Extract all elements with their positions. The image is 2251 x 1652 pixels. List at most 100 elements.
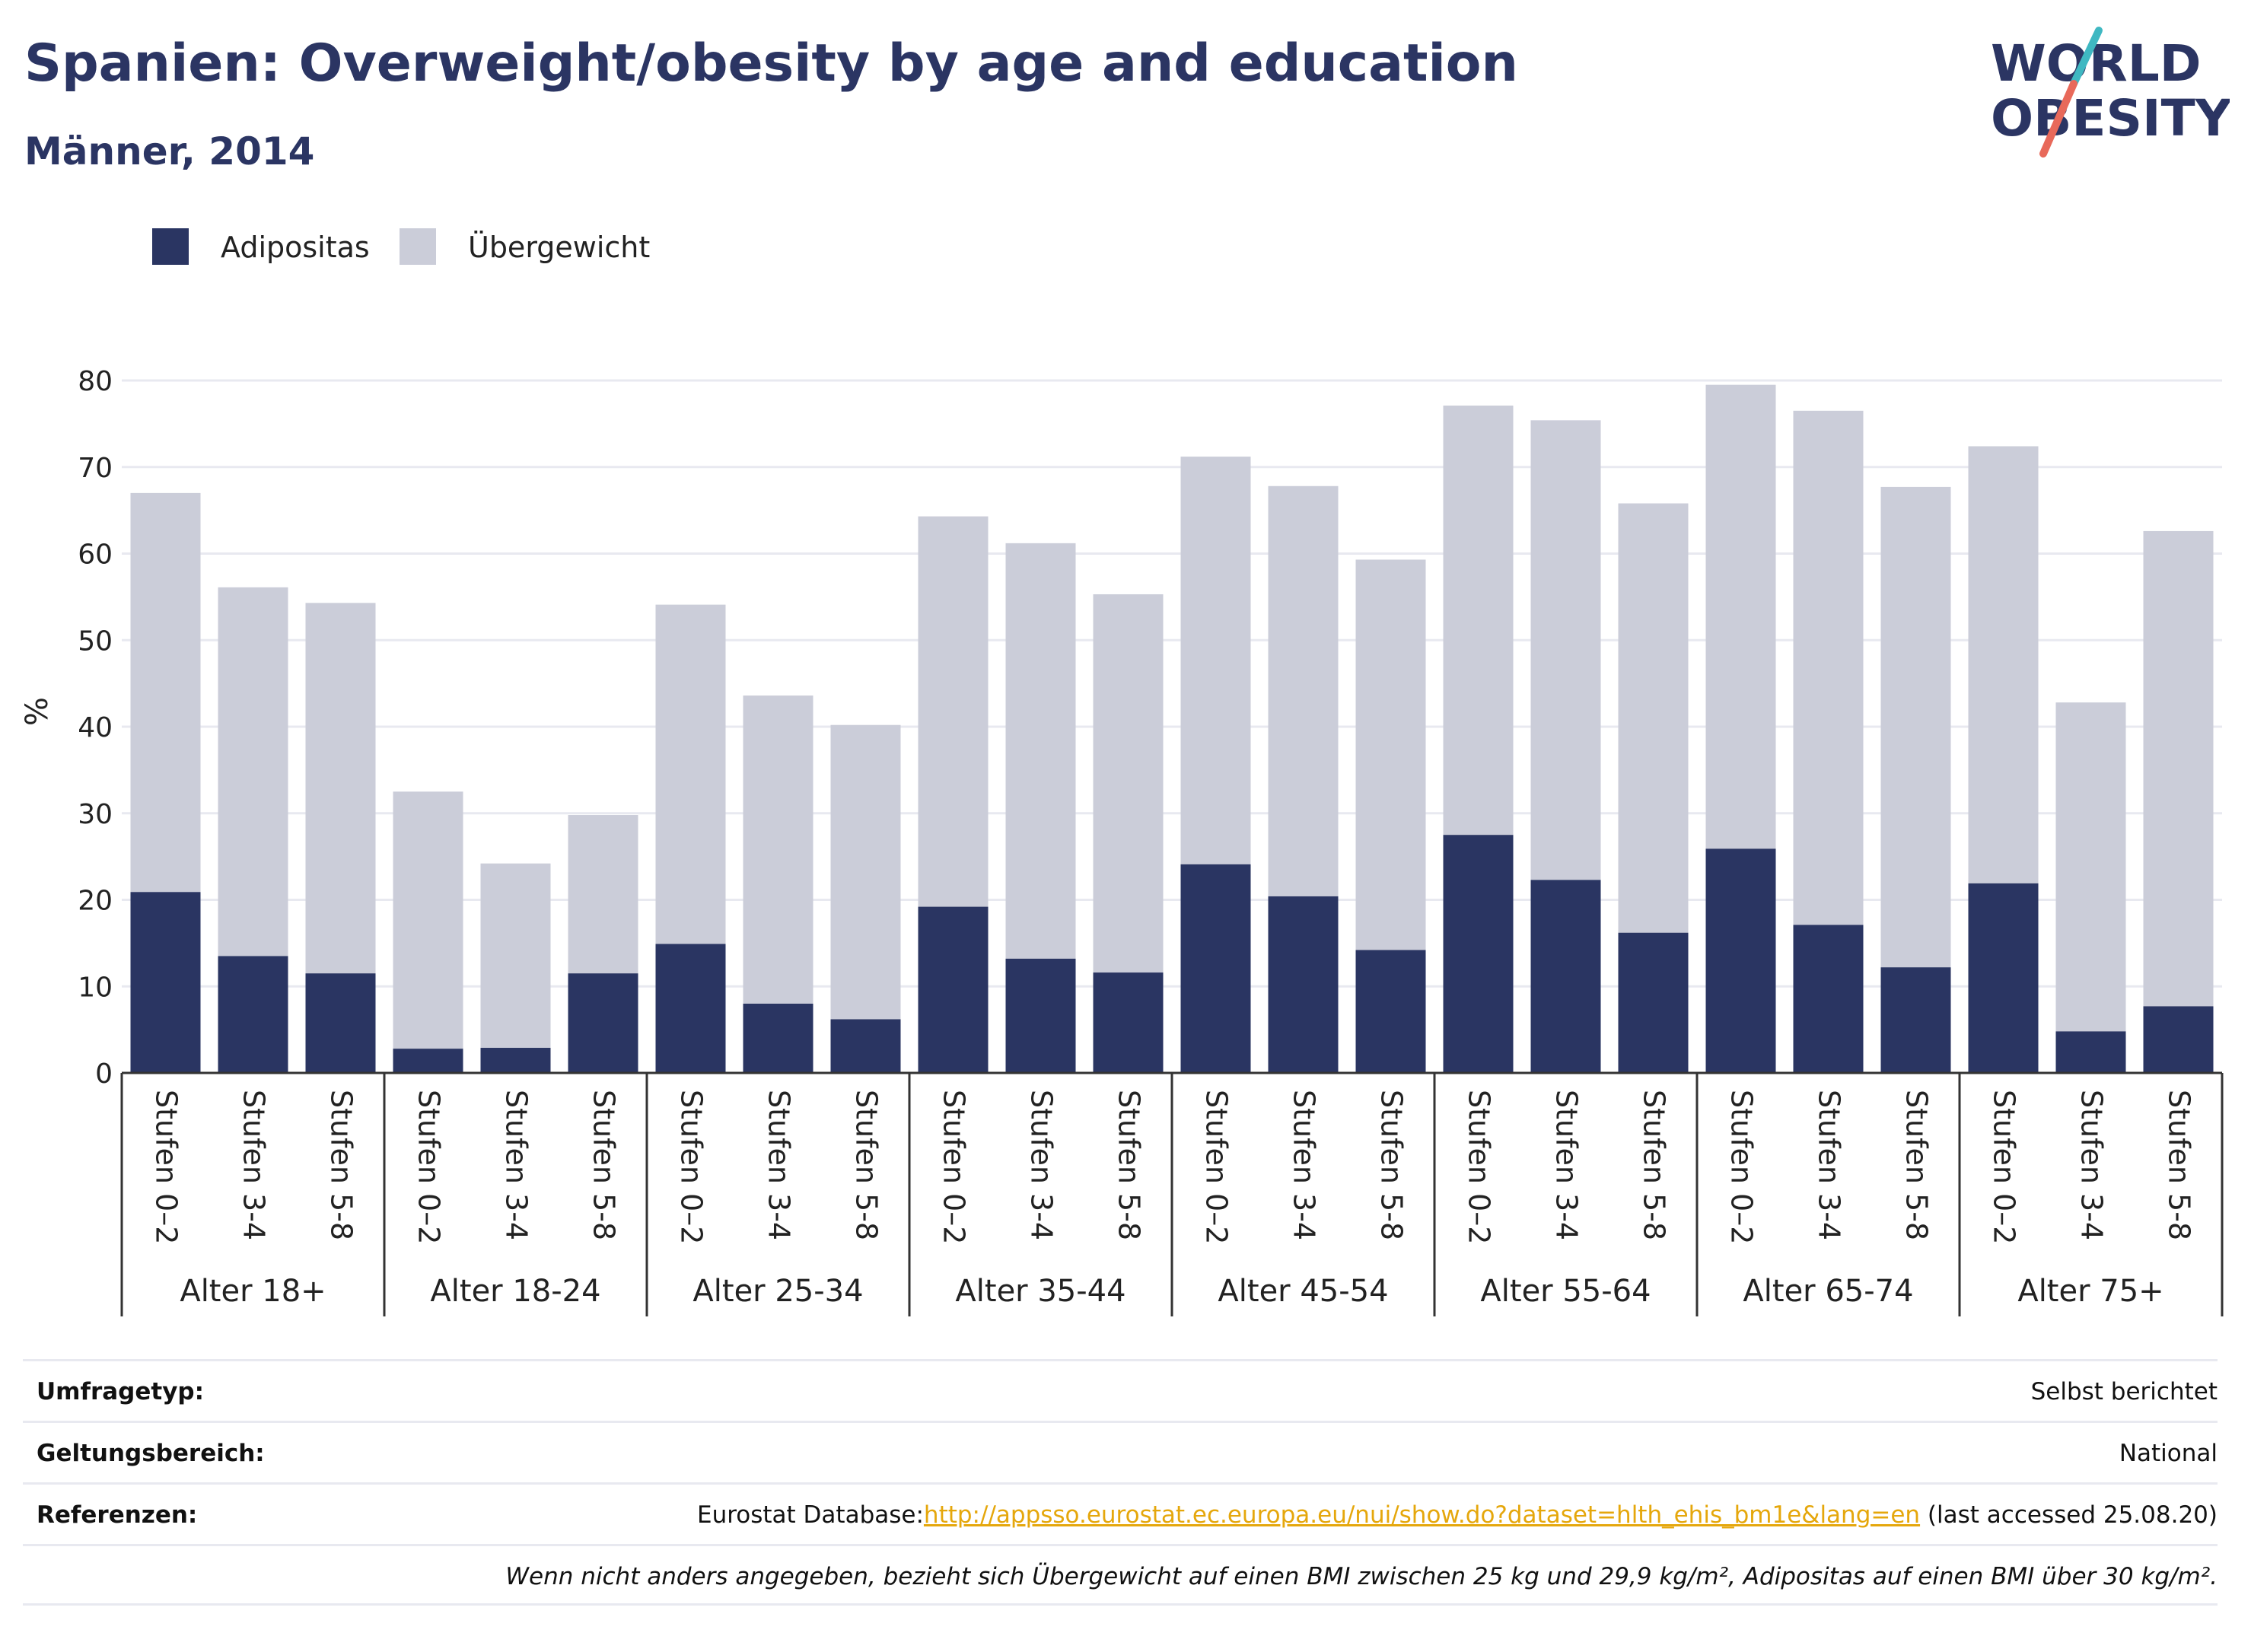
y-tick-label: 30	[78, 799, 113, 830]
bar-adipositas	[655, 944, 726, 1073]
scope-value: National	[2119, 1440, 2218, 1467]
x-tick-label: Stufen 0–2	[675, 1090, 708, 1244]
bar-uebergewicht	[1618, 503, 1689, 933]
scope-label: Geltungsbereich:	[37, 1440, 265, 1467]
bar-uebergewicht	[743, 695, 813, 1004]
bar-adipositas	[2055, 1031, 2126, 1073]
bar-adipositas	[480, 1048, 551, 1073]
logo-slash-top	[2070, 27, 2103, 88]
x-tick-label: Stufen 3-4	[763, 1090, 796, 1240]
x-tick-label: Stufen 3-4	[1550, 1090, 1584, 1240]
group-label: Alter 65-74	[1743, 1274, 1913, 1309]
legend-label-adipositas: Adipositas	[221, 231, 370, 264]
info-row-scope: Geltungsbereich: National	[23, 1421, 2218, 1482]
x-tick-label: Stufen 5-8	[1900, 1090, 1934, 1240]
group-label: Alter 55-64	[1480, 1274, 1651, 1309]
x-tick-label: Stufen 0–2	[150, 1090, 183, 1244]
references-value: Eurostat Database:http://appsso.eurostat…	[697, 1501, 2218, 1529]
bar-adipositas	[1968, 883, 2039, 1073]
group-label: Alter 18+	[180, 1274, 326, 1309]
bar-adipositas	[1880, 967, 1951, 1073]
group-label: Alter 18-24	[430, 1274, 600, 1309]
bar-adipositas	[1705, 848, 1776, 1073]
references-link[interactable]: http://appsso.eurostat.ec.europa.eu/nui/…	[923, 1501, 1921, 1529]
bar-uebergewicht	[2143, 530, 2214, 1007]
survey-type-value: Selbst berichtet	[2030, 1378, 2218, 1405]
x-tick-label: Stufen 3-4	[500, 1090, 533, 1240]
bar-uebergewicht	[393, 791, 463, 1049]
bar-uebergewicht	[568, 815, 638, 974]
group-label: Alter 75+	[2017, 1274, 2163, 1309]
bar-uebergewicht	[1793, 410, 1864, 925]
y-axis-ticks: 0 10 20 30 40 50 60 70 80	[78, 366, 113, 1090]
bar-uebergewicht	[1968, 446, 2039, 883]
stacked-bar-chart: Adipositas Übergewicht 01020304050607080 …	[20, 228, 2224, 1316]
info-row-references: Referenzen: Eurostat Database:http://app…	[23, 1482, 2218, 1544]
world-obesity-logo: WORLD OBESITY	[1991, 27, 2230, 158]
references-prefix: Eurostat Database:	[696, 1501, 924, 1529]
x-tick-label: Stufen 5-8	[850, 1090, 884, 1240]
bar-adipositas	[1093, 972, 1164, 1073]
x-tick-label: Stufen 3-4	[237, 1090, 271, 1240]
chart-subtitle: Männer, 2014	[24, 129, 315, 173]
bar-adipositas	[305, 973, 376, 1073]
bar-adipositas	[1180, 864, 1251, 1073]
y-tick-label: 50	[78, 625, 113, 657]
bar-uebergewicht	[305, 603, 376, 974]
bmi-note: Wenn nicht anders angegeben, bezieht sic…	[505, 1563, 2218, 1590]
bar-uebergewicht	[2055, 702, 2126, 1032]
bar-uebergewicht	[480, 863, 551, 1049]
bar-adipositas	[743, 1004, 813, 1073]
references-label: Referenzen:	[37, 1501, 198, 1529]
x-tick-label: Stufen 3-4	[1025, 1090, 1059, 1240]
bar-adipositas	[393, 1049, 463, 1073]
bar-adipositas	[830, 1019, 901, 1073]
x-tick-label: Stufen 5-8	[325, 1090, 358, 1240]
bar-adipositas	[568, 973, 638, 1073]
x-tick-label: Stufen 5-8	[1375, 1090, 1409, 1240]
chart-title: Spanien: Overweight/obesity by age and e…	[24, 33, 1518, 94]
x-tick-label: Stufen 0–2	[1200, 1090, 1234, 1244]
bar-uebergewicht	[1355, 559, 1426, 950]
bar-uebergewicht	[130, 492, 201, 893]
x-tick-label: Stufen 3-4	[1288, 1090, 1321, 1240]
bar-uebergewicht	[1005, 543, 1076, 959]
x-tick-label: Stufen 5-8	[1113, 1090, 1146, 1240]
bar-uebergewicht	[1880, 486, 1951, 968]
group-label: Alter 25-34	[692, 1274, 863, 1309]
y-axis-label: %	[20, 697, 55, 726]
references-suffix: (last accessed 25.08.20)	[1920, 1501, 2218, 1529]
bar-adipositas	[918, 906, 989, 1073]
bar-adipositas	[218, 956, 288, 1073]
y-tick-label: 70	[78, 453, 113, 484]
bar-uebergewicht	[918, 516, 989, 907]
group-label: Alter 35-44	[955, 1274, 1126, 1309]
y-tick-label: 0	[95, 1058, 113, 1090]
logo-text-obesity: OBESITY	[1991, 89, 2230, 148]
info-row-note: Wenn nicht anders angegeben, bezieht sic…	[23, 1544, 2218, 1606]
bar-adipositas	[130, 892, 201, 1073]
legend-swatch-uebergewicht	[400, 228, 436, 265]
y-tick-label: 80	[78, 366, 113, 397]
x-axis: Stufen 0–2 Stufen 3-4 Stufen 5-8 Alter 18+ S…	[120, 1071, 2224, 1316]
bar-adipositas	[1355, 950, 1426, 1073]
x-tick-label: Stufen 5-8	[587, 1090, 621, 1240]
bar-adipositas	[1618, 932, 1689, 1073]
grid-lines	[122, 379, 2222, 988]
x-tick-label: Stufen 0–2	[1988, 1090, 2021, 1244]
bar-adipositas	[1005, 958, 1076, 1073]
bar-uebergewicht	[1180, 457, 1251, 864]
legend-label-uebergewicht: Übergewicht	[468, 231, 650, 264]
x-tick-label: Stufen 3-4	[2075, 1090, 2109, 1240]
bar-uebergewicht	[218, 587, 288, 957]
bar-adipositas	[2143, 1006, 2214, 1073]
bar-adipositas	[1443, 835, 1514, 1073]
survey-type-label: Umfragetyp:	[37, 1378, 204, 1405]
y-tick-label: 60	[78, 540, 113, 571]
bar-adipositas	[1793, 925, 1864, 1073]
logo-slash-bottom	[2039, 80, 2077, 158]
x-tick-label: Stufen 5-8	[2163, 1090, 2196, 1240]
legend: Adipositas Übergewicht	[152, 228, 650, 265]
y-tick-label: 10	[78, 972, 113, 1003]
bars	[130, 384, 2214, 1073]
